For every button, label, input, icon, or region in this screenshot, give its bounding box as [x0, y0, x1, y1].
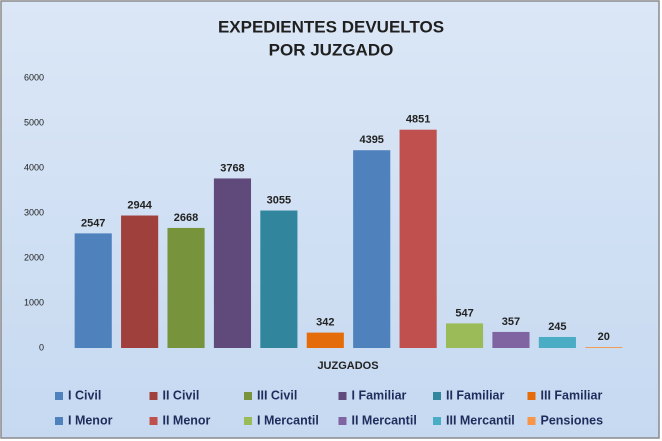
chart-title: EXPEDIENTES DEVUELTOS — [218, 17, 444, 36]
bar — [260, 210, 298, 348]
legend-swatch — [527, 417, 536, 425]
legend-swatch — [433, 417, 441, 425]
data-label: 357 — [502, 316, 520, 328]
legend-swatch — [338, 417, 347, 425]
data-label: 245 — [548, 321, 566, 333]
data-label: 20 — [598, 331, 610, 343]
y-tick-label: 4000 — [24, 162, 44, 172]
bar — [399, 129, 437, 348]
y-tick-label: 2000 — [24, 252, 44, 262]
legend-label: I Civil — [68, 388, 101, 402]
legend-swatch — [527, 392, 536, 400]
data-label: 4851 — [406, 114, 430, 126]
y-tick-label: 0 — [39, 342, 44, 352]
legend-label: Pensiones — [541, 413, 604, 427]
chart-title: POR JUZGADO — [269, 40, 394, 59]
legend-swatch — [338, 392, 347, 400]
legend-label: III Familiar — [541, 388, 603, 402]
y-tick-label: 6000 — [24, 72, 44, 82]
bar — [538, 336, 576, 348]
x-axis-label: JUZGADOS — [317, 360, 378, 372]
bar — [492, 331, 530, 348]
data-label: 2547 — [81, 217, 105, 229]
legend-label: III Mercantil — [446, 413, 515, 427]
data-label: 342 — [316, 317, 334, 329]
y-tick-label: 1000 — [24, 297, 44, 307]
legend-swatch — [55, 417, 63, 425]
legend-label: I Menor — [68, 413, 113, 427]
data-label: 2944 — [127, 199, 152, 211]
y-tick-label: 3000 — [24, 207, 44, 217]
bar — [353, 150, 391, 348]
data-label: 4395 — [359, 134, 383, 146]
legend-label: III Civil — [257, 388, 297, 402]
bar — [74, 233, 112, 348]
legend-swatch — [55, 392, 63, 400]
y-tick-label: 5000 — [24, 117, 44, 127]
bar — [121, 215, 159, 348]
bar — [445, 323, 484, 348]
legend-label: I Mercantil — [257, 413, 319, 427]
bar — [167, 227, 205, 348]
data-label: 3768 — [220, 162, 244, 174]
legend-swatch — [244, 392, 252, 400]
bar — [213, 178, 252, 348]
bar — [306, 332, 344, 348]
legend-label: I Familiar — [352, 388, 407, 402]
legend-label: II Mercantil — [352, 413, 417, 427]
bar — [585, 347, 623, 348]
legend-swatch — [149, 392, 158, 400]
data-label: 2668 — [174, 212, 198, 224]
data-label: 547 — [455, 307, 473, 319]
legend-swatch — [433, 392, 441, 400]
legend-swatch — [149, 417, 158, 425]
legend-label: II Civil — [163, 388, 200, 402]
legend-label: II Menor — [163, 413, 211, 427]
legend-label: II Familiar — [446, 388, 504, 402]
data-label: 3055 — [267, 194, 291, 206]
legend-swatch — [244, 417, 252, 425]
